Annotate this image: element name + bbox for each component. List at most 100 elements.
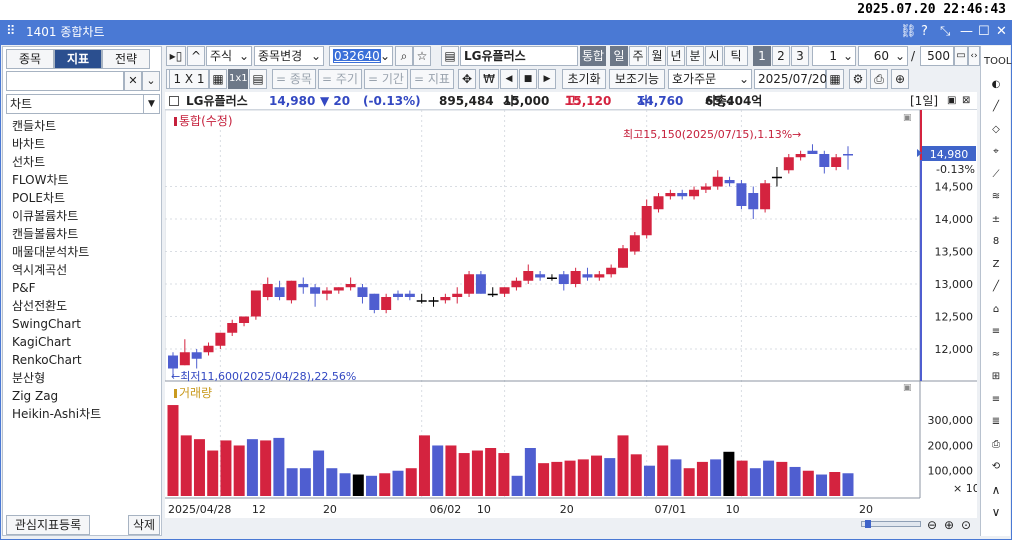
star-icon[interactable]: ☆ <box>413 46 431 66</box>
drawing-tool-icon[interactable]: ≋ <box>991 191 1001 202</box>
total-input[interactable]: 500 <box>920 46 954 66</box>
period-minute-button[interactable]: 분 <box>686 46 704 66</box>
integrated-button[interactable]: 통합 <box>580 46 606 66</box>
search-input[interactable] <box>6 71 124 91</box>
drawing-tool-icon[interactable]: 8 <box>992 236 1000 247</box>
tab-strategy[interactable]: 전략 <box>102 49 150 69</box>
maximize-icon[interactable]: ☐ <box>978 24 990 39</box>
period-button[interactable]: = 기간 <box>364 69 408 89</box>
drawing-tool-icon[interactable]: ≡ <box>991 326 1001 337</box>
close-icon[interactable]: ✕ <box>996 24 1007 39</box>
chart-type-item[interactable]: 캔들볼륨차트 <box>12 227 79 241</box>
period-day-button[interactable]: 일 <box>610 46 628 66</box>
order-select[interactable]: 호가주문 ⌄ <box>668 69 752 89</box>
chart-type-item[interactable]: 분산형 <box>12 371 46 385</box>
chart-type-item[interactable]: 선차트 <box>12 155 46 169</box>
num-2-button[interactable]: 2 <box>772 46 790 66</box>
period-tick-button[interactable]: 틱 <box>724 46 748 66</box>
drawing-tool-icon[interactable]: ⎙ <box>992 438 1000 450</box>
drawing-tool-icon[interactable]: Z <box>992 258 1000 270</box>
interval-input[interactable]: 1 ⌄ <box>812 46 856 66</box>
chart-type-item[interactable]: SwingChart <box>12 317 81 331</box>
drawing-tool-icon[interactable]: TOOL <box>984 56 1012 67</box>
volume-pane-collapse-icon[interactable]: ▣ <box>903 383 912 393</box>
drawing-tool-icon[interactable]: ╱ <box>992 281 1000 292</box>
link-icon[interactable]: ⛓ <box>900 24 917 39</box>
change-stock-select[interactable]: 종목변경 ⌄ <box>254 46 324 66</box>
chart-type-item[interactable]: KagiChart <box>12 335 71 349</box>
table-icon[interactable]: ▤ <box>249 69 267 89</box>
drawing-tool-icon[interactable]: ≡ <box>991 393 1001 405</box>
up-arrow-icon[interactable]: ^ <box>187 46 205 66</box>
num-1-button[interactable]: 1 <box>753 46 771 66</box>
grid-icon[interactable]: ▦ <box>209 69 227 89</box>
panel-toggle-icon[interactable]: ▸▯ <box>166 46 186 66</box>
register-indicator-button[interactable]: 관심지표등록 <box>6 515 90 535</box>
chart-type-item[interactable]: 역시계곡선 <box>12 263 68 277</box>
market-select[interactable]: 주식 ⌄ <box>206 46 252 66</box>
drawing-tool-icon[interactable]: ⊞ <box>991 371 1001 382</box>
help-icon[interactable]: ? <box>921 24 928 39</box>
chart-type-item[interactable]: RenkoChart <box>12 353 82 367</box>
chart-type-item[interactable]: 삼선전환도 <box>12 299 68 313</box>
chart-type-item[interactable]: P&F <box>12 281 36 295</box>
zoom-slider[interactable] <box>861 521 921 527</box>
prev-icon[interactable]: ◀ <box>500 69 518 89</box>
zoom-out-icon[interactable]: ⊖ <box>927 518 938 532</box>
chart-type-item[interactable]: 캔들차트 <box>12 119 57 133</box>
period-week-button[interactable]: 주 <box>629 46 647 66</box>
date-input[interactable]: 2025/07/20 <box>754 69 827 89</box>
drawing-tool-icon[interactable]: ⌖ <box>993 146 999 157</box>
drawing-tool-icon[interactable]: ⟲ <box>991 461 1001 472</box>
stock-info-icon[interactable]: ▤ <box>441 46 459 66</box>
tab-stock[interactable]: 종목 <box>6 49 54 69</box>
chart-type-item[interactable]: Zig Zag <box>12 389 59 403</box>
main-chart[interactable]: 14,500 14,000 13,500 13,000 12,500 12,000 300… <box>165 110 977 518</box>
drawing-tool-icon[interactable]: ◇ <box>992 123 1000 135</box>
zoom-fit-icon[interactable]: ⊙ <box>961 518 972 532</box>
period-month-button[interactable]: 월 <box>648 46 666 66</box>
category-select[interactable]: 차트 ▼ <box>6 94 160 114</box>
single-layout-button[interactable]: 1x1 <box>228 69 248 89</box>
drawing-tool-icon[interactable]: ± <box>991 213 1001 225</box>
chart-type-item[interactable]: 이큐볼륨차트 <box>12 209 79 223</box>
drawing-tool-icon[interactable]: ⌂ <box>992 303 1000 315</box>
delete-button[interactable]: 삭제 <box>128 515 160 535</box>
drawing-tool-icon[interactable]: ⟋ <box>992 168 1000 180</box>
chevron-down-icon[interactable]: ⌄ <box>142 71 160 91</box>
reset-button[interactable]: 초기화 <box>562 69 606 89</box>
settings-icon[interactable]: ⚙ <box>849 69 867 89</box>
zoom-in-icon[interactable]: ⊕ <box>944 518 955 532</box>
chart-maximize-icon[interactable]: ▣ <box>947 95 957 106</box>
select-checkbox[interactable] <box>169 96 179 106</box>
drawing-tool-icon[interactable]: ∧ <box>991 482 1001 497</box>
panel-icon[interactable]: ▭ <box>954 46 968 66</box>
move-icon[interactable]: ✥ <box>458 69 476 89</box>
drawing-tool-icon[interactable]: ≈ <box>991 348 1001 360</box>
cycle-button[interactable]: = 주기 <box>318 69 362 89</box>
pane-collapse-icon[interactable]: ▣ <box>903 113 912 123</box>
save-chart-icon[interactable]: ⎙ <box>870 69 888 89</box>
zoom-slider-thumb[interactable] <box>865 520 871 528</box>
drawing-tool-icon[interactable]: ◐ <box>991 78 1001 90</box>
chart-type-item[interactable]: Heikin-Ashi차트 <box>12 407 102 421</box>
chart-close-icon[interactable]: ⊠ <box>962 95 971 106</box>
period-year-button[interactable]: 년 <box>667 46 685 66</box>
menu-grip-icon[interactable]: ⠿ <box>6 24 16 39</box>
expand-icon[interactable]: ‹› <box>968 46 980 66</box>
restore-icon[interactable]: ⤡ <box>940 24 951 39</box>
aux-function-button[interactable]: 보조기능 <box>609 69 665 89</box>
period-hour-button[interactable]: 시 <box>705 46 723 66</box>
stock-code-input[interactable]: 032640 ⌄ <box>329 46 393 66</box>
count-input[interactable]: 60 ⌄ <box>858 46 908 66</box>
drawing-tool-icon[interactable]: ≣ <box>991 416 1001 427</box>
next-icon[interactable]: ▶ <box>538 69 556 89</box>
clear-icon[interactable]: ✕ <box>124 71 142 91</box>
drawing-tool-icon[interactable]: ∨ <box>991 505 1001 519</box>
chart-type-item[interactable]: 바차트 <box>12 137 46 151</box>
item-button[interactable]: = 종목 <box>272 69 316 89</box>
chart-type-item[interactable]: POLE차트 <box>12 191 66 205</box>
stop-icon[interactable]: ■ <box>519 69 537 89</box>
print-icon[interactable]: ⊕ <box>891 69 909 89</box>
tab-indicator[interactable]: 지표 <box>54 49 102 69</box>
